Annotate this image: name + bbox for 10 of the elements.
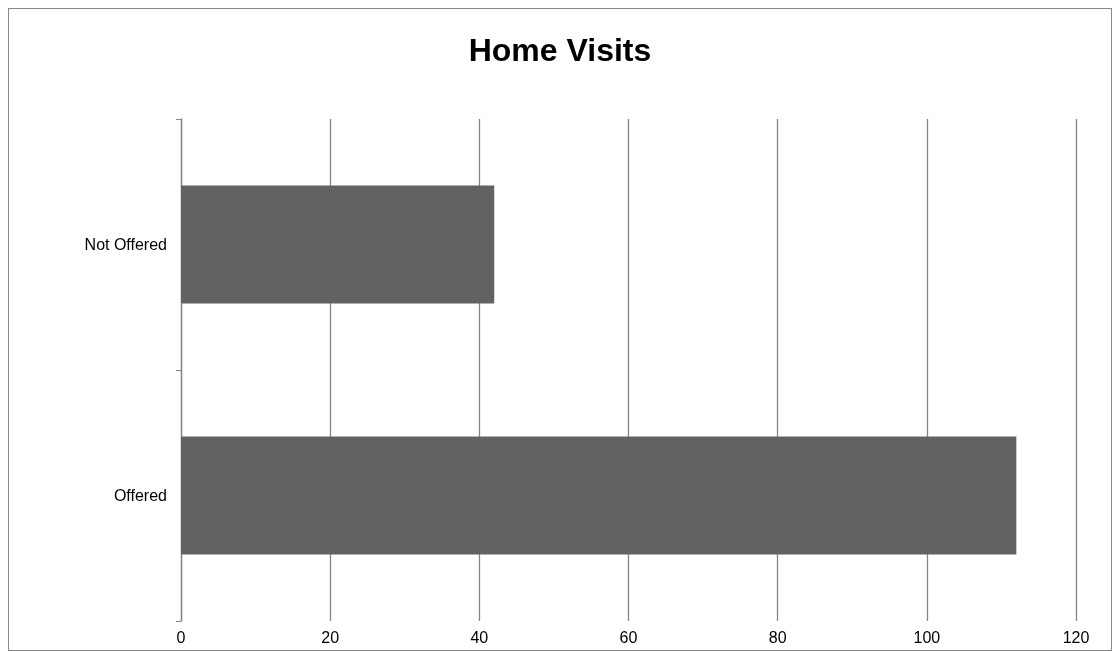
x-tick-label: 100 [913,628,941,646]
x-tick-label: 40 [470,628,489,646]
x-tick-label: 0 [176,628,186,646]
y-tick-label: Offered [113,487,167,504]
x-tick-label: 60 [619,628,638,646]
x-tick-label: 80 [768,628,787,646]
chart-title: Home Visits [468,32,652,68]
x-tick-label: 20 [321,628,340,646]
x-tick-label: 120 [1062,628,1090,646]
y-tick-label: Not Offered [84,236,167,253]
